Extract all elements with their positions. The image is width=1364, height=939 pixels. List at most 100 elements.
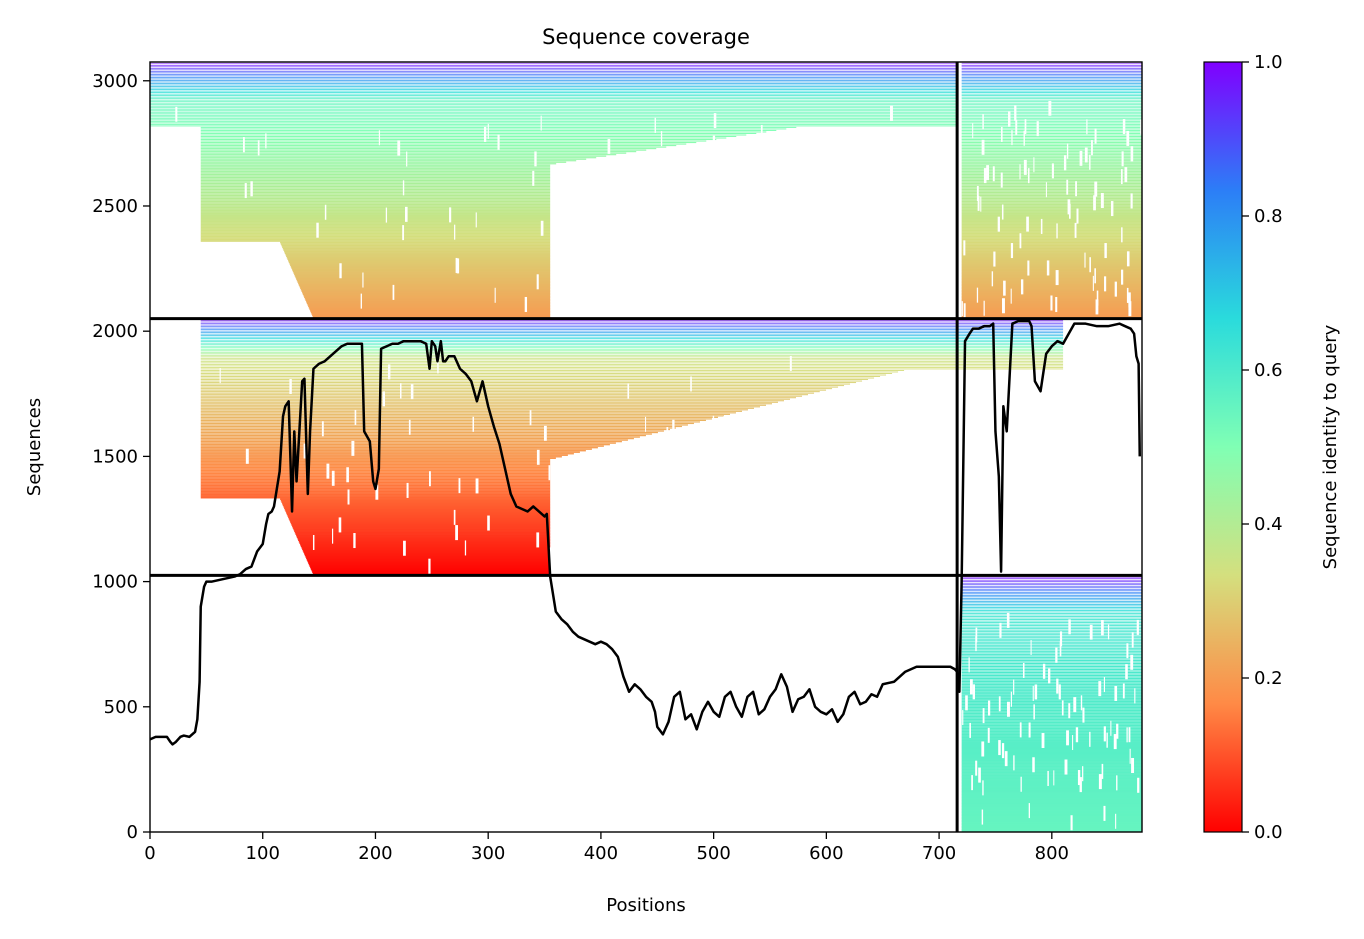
coverage-gap [999, 622, 1002, 638]
heatmap-row [961, 755, 1142, 757]
coverage-gap [536, 532, 540, 548]
heatmap-row [961, 687, 1142, 689]
heatmap-row [200, 365, 1064, 367]
coverage-gap [1130, 146, 1134, 162]
coverage-gap [972, 123, 974, 139]
heatmap-row [961, 655, 1142, 657]
heatmap-row [200, 418, 712, 420]
y-tick-label: 2000 [92, 321, 138, 342]
coverage-gap [362, 272, 364, 288]
heatmap-row [961, 219, 1142, 221]
coverage-gap [402, 180, 405, 196]
heatmap-row [961, 590, 1142, 592]
heatmap-row [200, 335, 1064, 336]
heatmap-row [961, 206, 1142, 209]
heatmap-row [961, 806, 1142, 809]
coverage-gap [829, 247, 831, 263]
heatmap-row [961, 216, 1142, 218]
heatmap-row [200, 425, 682, 428]
heatmap-row [961, 81, 1142, 83]
coverage-gap [455, 525, 458, 541]
coverage-gap [975, 627, 978, 643]
coverage-gap [597, 468, 600, 484]
coverage-gap [1063, 155, 1067, 171]
heatmap-row [200, 478, 551, 481]
heatmap-row [200, 407, 754, 409]
coverage-gap [983, 168, 987, 184]
heatmap-row [150, 99, 958, 101]
coverage-gap [1066, 179, 1069, 195]
heatmap-row [961, 113, 1142, 115]
heatmap-row [200, 330, 1064, 332]
heatmap-row [961, 149, 1142, 151]
heatmap-row [150, 65, 958, 66]
coverage-gap [1110, 201, 1114, 217]
heatmap-row [961, 163, 1142, 165]
heatmap-row [304, 554, 551, 557]
coverage-gap [1121, 227, 1123, 243]
coverage-gap [1120, 169, 1123, 185]
heatmap-row [961, 120, 1142, 122]
heatmap-row [288, 259, 551, 262]
coverage-gap [1028, 722, 1031, 738]
heatmap-row [961, 145, 1142, 147]
heatmap-row [200, 463, 551, 466]
heatmap-row [961, 576, 1142, 578]
heatmap-row [200, 440, 622, 443]
coverage-gap [1106, 732, 1108, 748]
heatmap-row [292, 527, 551, 529]
heatmap-row [961, 827, 1142, 830]
heatmap-row [200, 445, 604, 447]
heatmap-row [297, 280, 551, 283]
coverage-gap [832, 257, 835, 273]
heatmap-row [961, 72, 1142, 74]
heatmap-row [281, 244, 551, 247]
heatmap-row [200, 237, 551, 239]
heatmap-row [200, 152, 627, 154]
coverage-gap [969, 679, 973, 695]
heatmap-row [961, 196, 1142, 198]
coverage-gap [464, 540, 467, 556]
coverage-gap [1137, 777, 1140, 793]
heatmap-row [961, 170, 1142, 172]
heatmap-row [961, 706, 1142, 709]
heatmap-row [961, 105, 1142, 107]
heatmap-row [961, 587, 1142, 589]
coverage-gap [774, 300, 777, 316]
coverage-gap [998, 696, 1001, 712]
coverage-gap [250, 181, 253, 197]
heatmap-row [200, 419, 706, 422]
heatmap-row [961, 84, 1142, 86]
heatmap-row [961, 86, 1142, 87]
heatmap-row [284, 508, 551, 511]
heatmap-row [961, 238, 1142, 241]
coverage-gap [816, 397, 820, 413]
heatmap-row [150, 95, 958, 97]
heatmap-row [283, 505, 551, 508]
heatmap-row [308, 305, 551, 308]
heatmap-row [200, 178, 551, 180]
heatmap-row [200, 139, 717, 141]
heatmap-row [961, 223, 1142, 226]
heatmap-row [961, 71, 1142, 72]
heatmap-row [306, 302, 551, 305]
heatmap-row [200, 329, 1064, 330]
heatmap-row [200, 170, 551, 172]
heatmap-row [200, 176, 551, 179]
coverage-gap [428, 558, 431, 574]
heatmap-row [200, 383, 851, 385]
coverage-gap [1091, 140, 1093, 156]
heatmap-row [961, 643, 1142, 645]
heatmap-row [200, 427, 676, 429]
colorbar-label: Sequence identity to query [1320, 324, 1341, 569]
heatmap-row [150, 90, 958, 92]
heatmap-row [200, 400, 785, 402]
colorbar-ticks: 0.0 0.2 0.4 0.6 0.8 1.0 [1242, 52, 1283, 843]
heatmap-row [200, 160, 577, 162]
heatmap-row [961, 614, 1142, 616]
coverage-gap [171, 237, 173, 253]
coverage-gap [183, 251, 187, 267]
coverage-gap [1126, 130, 1130, 146]
coverage-gap [1055, 297, 1058, 313]
chart-title: Sequence coverage [542, 25, 750, 49]
